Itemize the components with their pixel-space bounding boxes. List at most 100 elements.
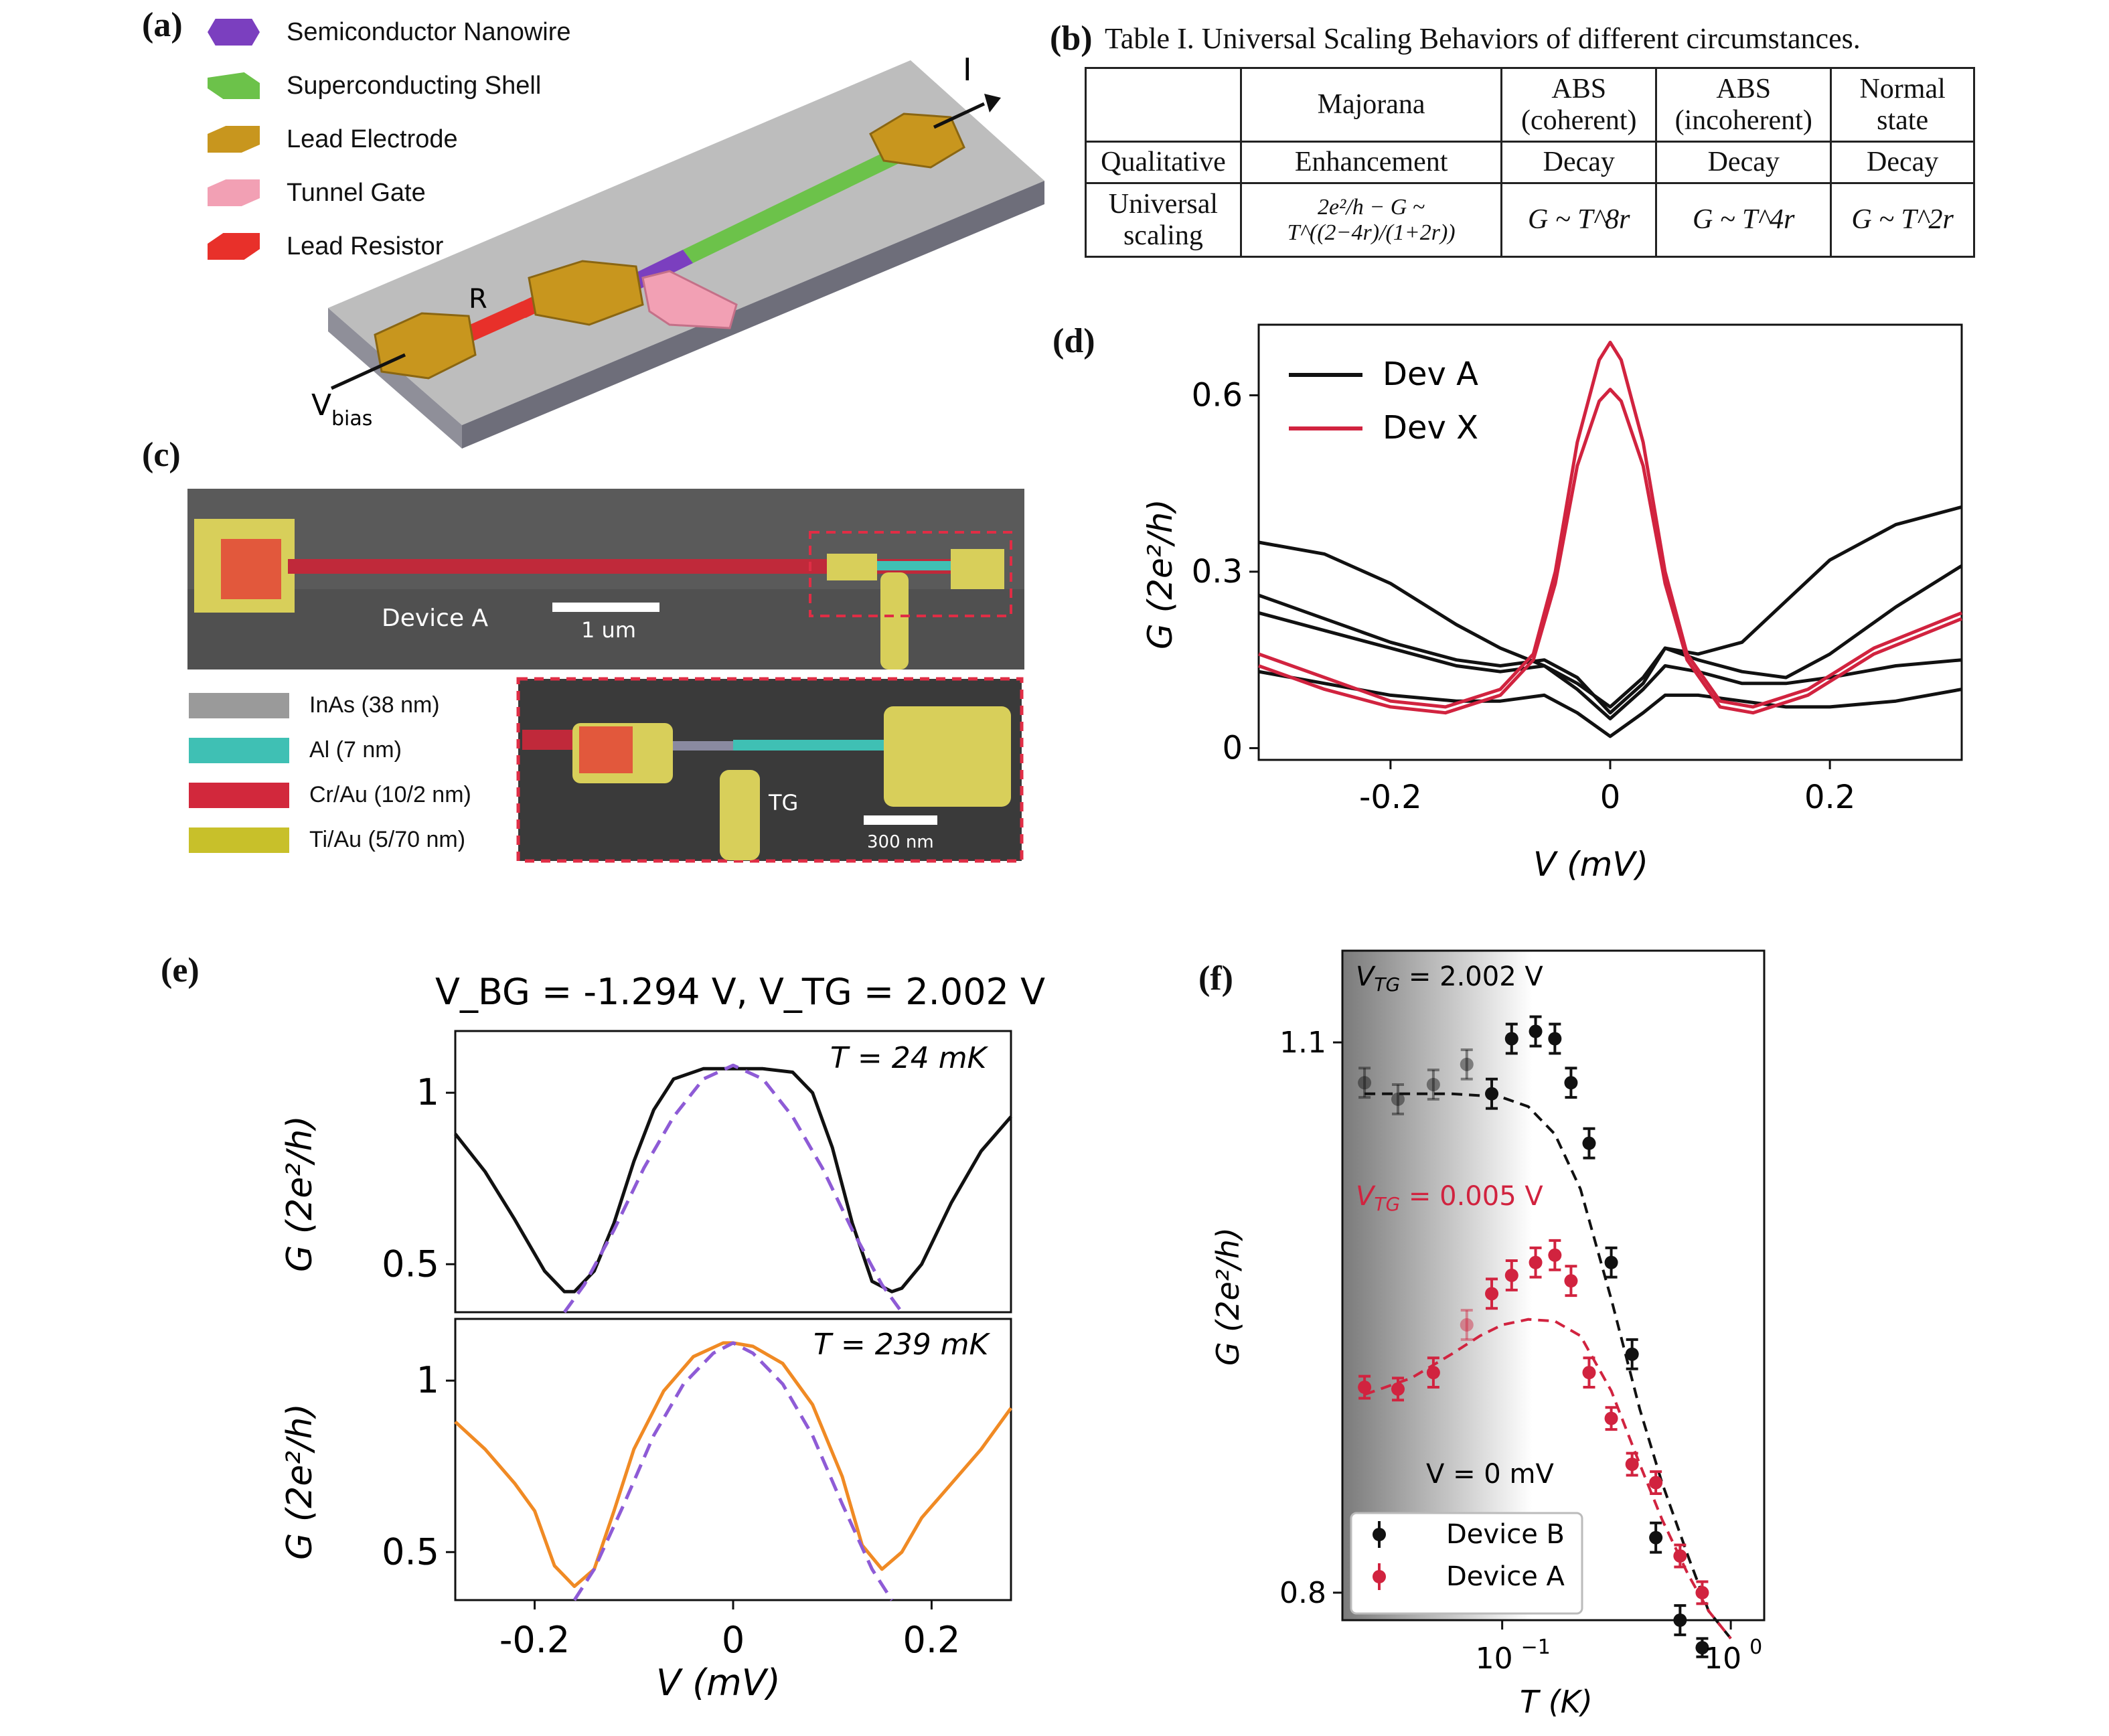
legend-label: Tunnel Gate: [287, 178, 426, 207]
substrate-top: [328, 60, 1044, 425]
data-point-device-b: [1582, 1136, 1596, 1150]
shell-swatch: [208, 72, 260, 99]
table-cell: Enhancement: [1239, 141, 1503, 184]
panel-label-f: (f): [1198, 959, 1233, 998]
tg-label: TG: [768, 790, 798, 815]
data-point-device-a: [1695, 1585, 1709, 1599]
vtg-a-annotation: VTG = 0.005 V: [1356, 1181, 1543, 1215]
scaling-table: Majorana ABS (coherent) ABS (incoherent)…: [1085, 67, 1975, 258]
data-point-device-b: [1426, 1078, 1440, 1091]
data-point-device-b: [1504, 1032, 1518, 1046]
chart-f-legend-box: [1350, 1512, 1583, 1615]
series-line-dev-a-3: [1258, 669, 1962, 738]
panel-label-d: (d): [1052, 322, 1095, 360]
data-point-device-a: [1460, 1318, 1474, 1332]
chart-e-xlabel: V (mV): [656, 1662, 781, 1704]
y-tick-label: 1: [416, 1359, 439, 1401]
chart-f-ylabel: G (2e²/h): [1210, 1227, 1246, 1366]
chart-e-top-ylabel: G (2e²/h): [280, 1115, 320, 1272]
data-point-device-a: [1564, 1274, 1578, 1288]
data-point-device-b: [1485, 1087, 1499, 1101]
material-swatch: [189, 692, 289, 718]
chart-e: V_BG = -1.294 V, V_TG = 2.002 V 0.5 1 0.5 1…: [280, 971, 1045, 1704]
substrate-side: [328, 308, 462, 449]
y-tick-label: 0.6: [1192, 376, 1243, 414]
chart-f-xlabel: T (K): [1520, 1684, 1593, 1720]
inset-scale-label: 300 nm: [867, 832, 934, 852]
substrate-front: [462, 181, 1044, 449]
device-a-label: Device A: [382, 605, 489, 632]
table-cell: Qualitative: [1085, 141, 1242, 184]
table-cell: Universal scaling: [1085, 182, 1242, 258]
legend-item-resistor: Lead Resistor: [208, 220, 571, 273]
table-cell: Decay: [1655, 141, 1832, 184]
inset-scale-bar: [864, 815, 937, 825]
material-label: Ti/Au (5/70 nm): [309, 827, 466, 852]
data-point-device-a: [1504, 1268, 1518, 1282]
legend-label: Lead Resistor: [287, 232, 444, 260]
material-item: Cr/Au (10/2 nm): [189, 773, 471, 817]
x-tick-label: -0.2: [1359, 779, 1422, 816]
data-point-device-b: [1391, 1092, 1405, 1106]
data-point-device-a: [1548, 1248, 1562, 1262]
x-tick-label: 0: [722, 1619, 745, 1661]
legend-label-dev-x: Dev X: [1383, 409, 1478, 447]
device-schematic: I R V bias: [311, 52, 1044, 449]
lead-electrode-middle: [528, 260, 644, 326]
table-cell: 2e²/h − G ~ T^((2−4r)/(1+2r)): [1239, 182, 1503, 258]
panel-a-legend: Semiconductor Nanowire Superconducting S…: [208, 5, 571, 273]
table-header-cell: [1085, 67, 1242, 143]
fit-line-device-a-fit: [1364, 1318, 1732, 1640]
y-tick-label: 0: [1222, 729, 1243, 767]
lead-swatch: [208, 126, 260, 153]
x-tick-label: 10: [1704, 1642, 1741, 1676]
chart-e-bottom-annotation: T = 239 mK: [813, 1328, 991, 1362]
series-line-data: [454, 1341, 1013, 1588]
data-point-device-a: [1426, 1366, 1440, 1380]
series-line-dev-x-5: [1258, 388, 1962, 715]
legend-label-dev-a: Dev A: [1383, 356, 1478, 393]
series-line-dev-x-4: [1258, 340, 1962, 709]
contact-left: [827, 554, 877, 580]
chart-e-bottom-ylabel: G (2e²/h): [280, 1403, 320, 1560]
y-tick-label: 1: [416, 1071, 439, 1113]
material-legend: InAs (38 nm) Al (7 nm) Cr/Au (10/2 nm) T…: [189, 683, 471, 862]
gate-swatch: [208, 179, 260, 206]
material-item: InAs (38 nm): [189, 683, 471, 728]
vbias-wire: [330, 353, 406, 390]
inset-tunnel-gate: [720, 770, 760, 860]
chart-e-title: V_BG = -1.294 V, V_TG = 2.002 V: [435, 971, 1045, 1013]
chart-d-ylabel: G (2e²/h): [1141, 499, 1180, 649]
data-point-device-a: [1649, 1476, 1663, 1490]
table-header-cell: ABS (incoherent): [1655, 67, 1832, 143]
table-header-cell: Majorana: [1239, 67, 1503, 143]
vtg-b-annotation: VTG = 2.002 V: [1356, 961, 1543, 996]
chart-f-frame: [1341, 949, 1766, 1622]
x-tick-label: 10: [1476, 1642, 1513, 1676]
x-tick-label: 0: [1600, 779, 1621, 816]
current-label: I: [963, 52, 972, 88]
chart-d-xlabel: V (mV): [1533, 845, 1648, 884]
legend-item-gate: Tunnel Gate: [208, 166, 571, 220]
table-header-cell: Normal state: [1830, 67, 1975, 143]
scale-bar-label: 1 um: [581, 617, 636, 643]
panel-label-a: (a): [142, 6, 183, 44]
x-tick-label: -0.2: [499, 1619, 570, 1661]
data-point-device-a: [1485, 1287, 1499, 1301]
series-line-dev-a-1: [1258, 564, 1963, 715]
series-line-fit: [562, 1063, 904, 1314]
sem-image-inset: TG 300 nm: [516, 677, 1024, 863]
legend-item-lead: Lead Electrode: [208, 112, 571, 166]
legend-label-device-a: Device A: [1446, 1561, 1565, 1592]
material-item: Al (7 nm): [189, 728, 471, 773]
data-point-device-b: [1604, 1255, 1618, 1269]
v0-annotation: V = 0 mV: [1426, 1459, 1554, 1490]
material-swatch: [189, 827, 289, 853]
bond-pad-red: [221, 539, 281, 599]
inset-contact-red: [579, 726, 633, 773]
tunnel-gate-sem: [880, 572, 909, 669]
resistor-swatch: [208, 233, 260, 260]
y-tick-label: 0.5: [382, 1243, 439, 1285]
legend-label: Semiconductor Nanowire: [287, 17, 571, 46]
lead-electrode-right: [869, 112, 965, 169]
